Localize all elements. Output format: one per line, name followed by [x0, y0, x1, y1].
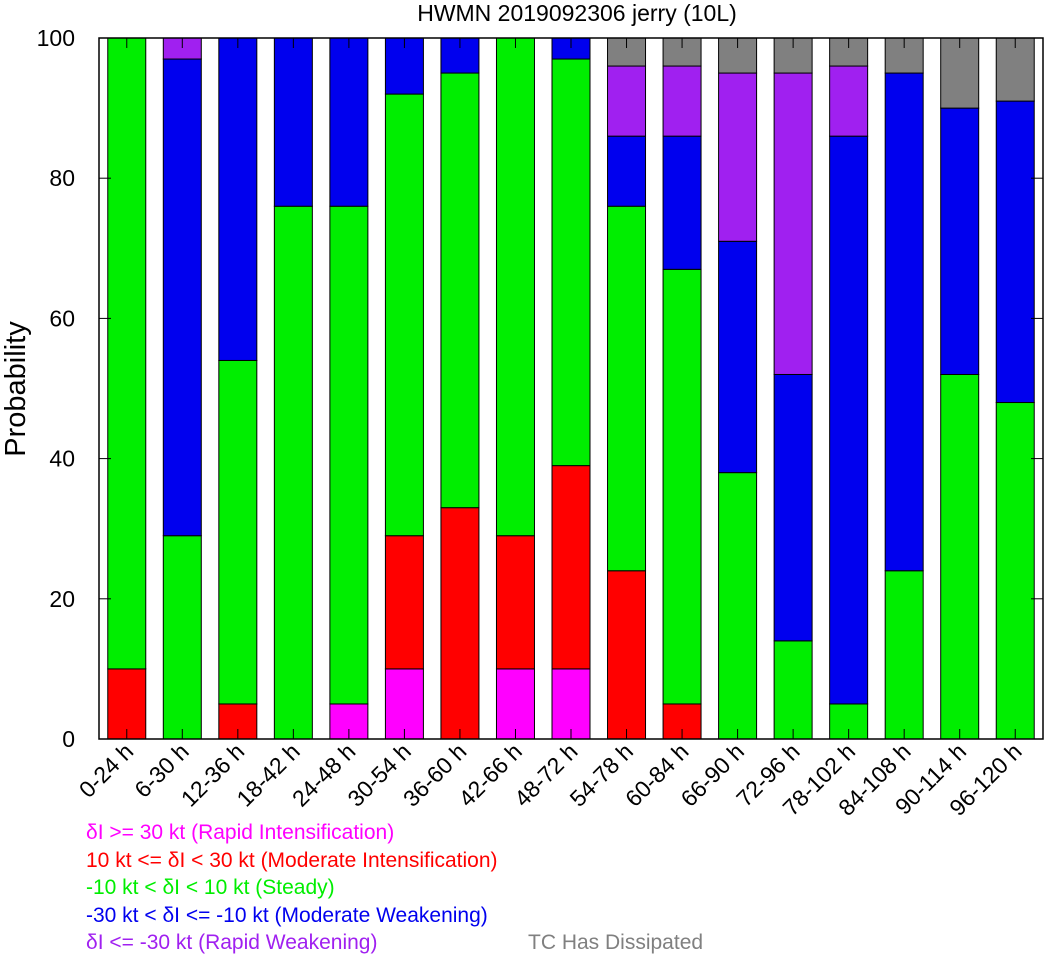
bar-segment-13-3: [773, 640, 813, 740]
bar-segment-10-2: [607, 570, 647, 740]
legend-steady-text2: I < 10 kt (Steady): [174, 876, 335, 899]
y-tick-label: 40: [49, 446, 75, 472]
legend-mw-text1: -30 kt <: [86, 904, 163, 927]
bar-segment-11-4: [662, 135, 702, 270]
legend-dissipated: TC Has Dissipated: [528, 931, 704, 954]
bar-segment-17-3: [995, 402, 1035, 740]
bar-segment-15-4: [884, 72, 924, 572]
bar-segment-4-3: [273, 205, 313, 740]
y-tick-label: 60: [49, 305, 75, 331]
bar-segment-1-3: [107, 37, 147, 670]
bar-segment-17-6: [995, 37, 1035, 102]
legend-mw-text2: I <= -10 kt (Moderate Weakening): [174, 904, 488, 927]
y-tick-label: 20: [49, 586, 75, 612]
bar-segment-1-2: [107, 668, 147, 740]
bars-group: [107, 37, 1035, 740]
bar-segment-10-5: [607, 65, 647, 137]
legend-rapid-weakening: δI <= -30 kt (Rapid Weakening): [86, 930, 377, 956]
bar-segment-17-4: [995, 100, 1035, 404]
bar-segment-16-4: [940, 107, 980, 375]
bar-segment-2-3: [162, 535, 202, 740]
legend-mi-text1: 10 kt <=: [86, 849, 168, 872]
bar-segment-5-3: [329, 205, 369, 705]
bar-segment-7-4: [440, 37, 480, 74]
stacked-bar-chart: HWMN 2019092306 jerry (10L) Probability …: [0, 0, 1044, 821]
bar-segment-16-6: [940, 37, 980, 109]
bar-segment-9-1: [551, 668, 591, 740]
bar-segment-8-1: [495, 668, 535, 740]
bar-segment-14-4: [829, 135, 869, 705]
bar-segment-11-5: [662, 65, 702, 137]
plot-frame: [98, 37, 1044, 740]
bar-segment-15-3: [884, 570, 924, 740]
legend-ri-delta: δ: [86, 821, 98, 844]
bar-segment-6-3: [384, 93, 424, 537]
legend-steady-text1: -10 kt <: [86, 876, 163, 899]
y-tick-label: 100: [37, 25, 75, 51]
legend-mw-delta: δ: [162, 904, 175, 927]
bar-segment-8-2: [495, 535, 535, 670]
legend-mi-delta: δ: [167, 849, 180, 872]
bar-segment-9-3: [551, 58, 591, 467]
legend-moderate-intensification: 10 kt <= δI < 30 kt (Moderate Intensific…: [86, 848, 498, 874]
chart-title: HWMN 2019092306 jerry (10L): [417, 0, 737, 26]
legend-rw-text: I <= -30 kt (Rapid Weakening): [97, 931, 378, 954]
legend-rw-delta: δ: [86, 931, 98, 954]
y-tick-label: 80: [49, 165, 75, 191]
bar-segment-13-4: [773, 373, 813, 642]
y-tick-label: 0: [62, 726, 75, 752]
bar-segment-9-2: [551, 465, 591, 670]
bar-segment-12-4: [718, 240, 758, 474]
legend-moderate-weakening: -30 kt < δI <= -10 kt (Moderate Weakenin…: [86, 903, 488, 929]
legend-rapid-intensification: δI >= 30 kt (Rapid Intensification): [86, 820, 394, 846]
bar-segment-5-4: [329, 37, 369, 207]
bar-segment-8-3: [495, 37, 535, 537]
bar-segment-10-4: [607, 135, 647, 207]
y-axis-label: Probability: [0, 321, 32, 457]
bar-segment-4-4: [273, 37, 313, 207]
bar-segment-11-3: [662, 268, 702, 705]
bar-segment-13-5: [773, 72, 813, 375]
bar-segment-3-3: [218, 359, 258, 705]
bar-segment-6-2: [384, 535, 424, 670]
legend-ri-text: I >= 30 kt (Rapid Intensification): [97, 821, 395, 844]
bar-segment-2-4: [162, 58, 202, 537]
legend-mi-text2: I < 30 kt (Moderate Intensification): [179, 849, 498, 872]
legend-steady: -10 kt < δI < 10 kt (Steady): [86, 875, 335, 901]
bar-segment-7-3: [440, 72, 480, 509]
bar-segment-7-2: [440, 507, 480, 740]
bar-segment-3-4: [218, 37, 258, 361]
bar-segment-16-3: [940, 373, 980, 740]
bar-segment-10-3: [607, 205, 647, 572]
x-tick-label: 0-24 h: [74, 738, 139, 803]
bar-segment-6-1: [384, 668, 424, 740]
legend-steady-delta: δ: [162, 876, 175, 899]
bar-segment-14-5: [829, 65, 869, 137]
bar-segment-12-5: [718, 72, 758, 242]
bar-segment-12-3: [718, 472, 758, 740]
